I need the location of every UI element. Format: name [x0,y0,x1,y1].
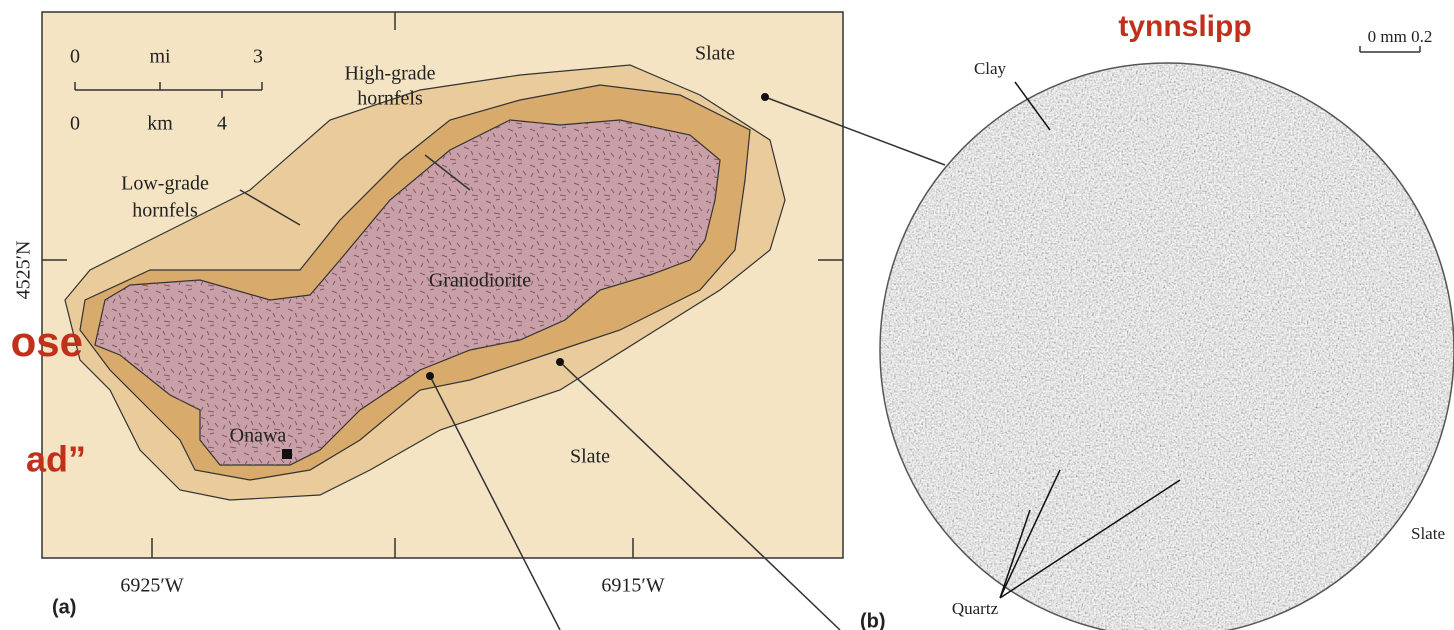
zone-label: Granodiorite [429,270,531,292]
zone-label: Slate [570,446,610,468]
scale-label: km [147,113,173,135]
scale-label: 3 [253,46,263,68]
panel-label: (a) [52,596,76,618]
town-marker [282,449,292,459]
zone-label: hornfels [132,200,198,222]
figure: 0 mi 3 0 km 4 High-grade hornfels Slate … [0,0,1454,630]
mineral-label: Slate [1411,524,1445,543]
map: 0 mi 3 0 km 4 High-grade hornfels Slate … [13,12,843,618]
scale-label: 0 [70,46,80,68]
sample-dot [556,358,564,366]
scale-label: 4 [217,113,227,135]
latitude-label: 4525′N [13,241,35,300]
sample-dot [761,93,769,101]
mineral-label: Clay [974,59,1007,78]
longitude-label: 6915′W [601,575,664,597]
town-label: Onawa [230,425,287,447]
thin-section-title: tynnslipp [1118,10,1251,43]
zone-label: Low-grade [121,173,209,195]
longitude-label: 6925′W [120,575,183,597]
cropped-text: ose [11,318,83,365]
zone-label: Slate [695,43,735,65]
panel-label: (b) [860,610,886,630]
sample-dot [426,372,434,380]
scale-label: 0 [70,113,80,135]
scale-label: mi [149,46,171,68]
zone-label: High-grade [344,63,435,85]
micro-scale: 0 mm 0.2 [1368,27,1433,46]
cropped-text: ad” [26,439,86,480]
zone-label: hornfels [357,88,423,110]
mineral-label: Quartz [952,599,999,618]
